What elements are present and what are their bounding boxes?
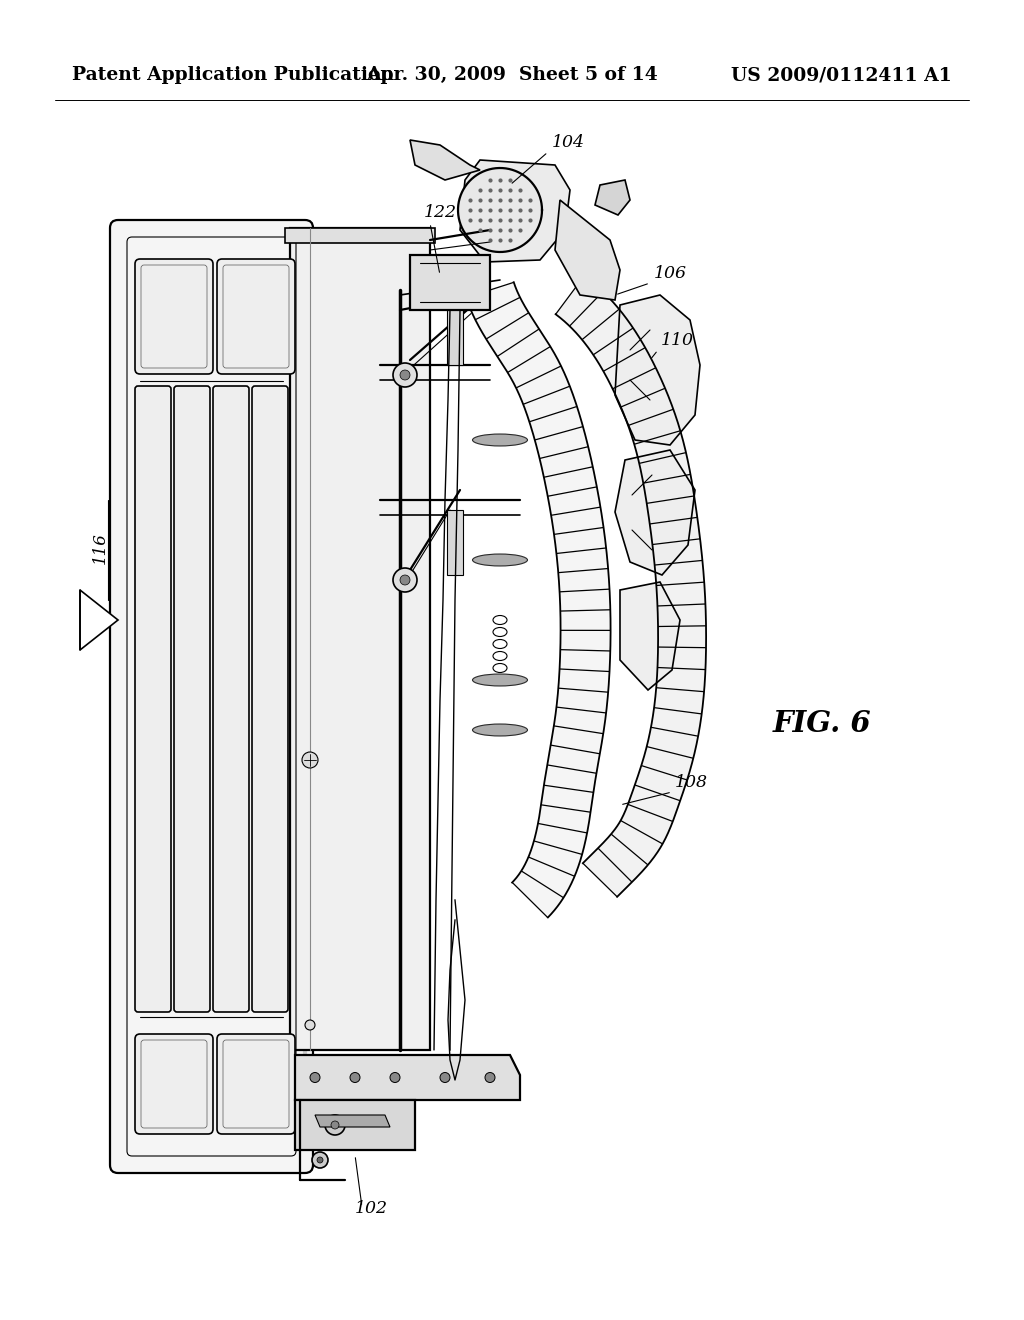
Text: 122: 122: [424, 205, 457, 220]
FancyBboxPatch shape: [135, 385, 171, 1012]
Polygon shape: [615, 450, 695, 576]
FancyBboxPatch shape: [110, 220, 313, 1173]
Ellipse shape: [472, 434, 527, 446]
Text: Patent Application Publication: Patent Application Publication: [72, 66, 394, 84]
Circle shape: [350, 1072, 360, 1082]
Circle shape: [302, 752, 318, 768]
Text: 106: 106: [654, 265, 687, 282]
Text: Apr. 30, 2009  Sheet 5 of 14: Apr. 30, 2009 Sheet 5 of 14: [367, 66, 657, 84]
FancyBboxPatch shape: [217, 1034, 295, 1134]
Ellipse shape: [472, 675, 527, 686]
Polygon shape: [285, 228, 435, 243]
Polygon shape: [410, 140, 480, 180]
Circle shape: [310, 1072, 319, 1082]
Circle shape: [440, 1072, 450, 1082]
Polygon shape: [315, 1115, 390, 1127]
Circle shape: [400, 576, 410, 585]
Circle shape: [331, 1121, 339, 1129]
Ellipse shape: [472, 554, 527, 566]
FancyBboxPatch shape: [174, 385, 210, 1012]
Polygon shape: [458, 168, 542, 252]
Circle shape: [325, 1115, 345, 1135]
Polygon shape: [290, 228, 430, 1049]
Circle shape: [485, 1072, 495, 1082]
FancyBboxPatch shape: [135, 259, 213, 374]
Polygon shape: [615, 294, 700, 445]
Circle shape: [312, 1152, 328, 1168]
Polygon shape: [620, 582, 680, 690]
FancyBboxPatch shape: [213, 385, 249, 1012]
Polygon shape: [447, 300, 463, 366]
FancyBboxPatch shape: [252, 385, 288, 1012]
FancyBboxPatch shape: [135, 1034, 213, 1134]
Polygon shape: [80, 590, 118, 649]
Circle shape: [317, 1158, 323, 1163]
Text: US 2009/0112411 A1: US 2009/0112411 A1: [731, 66, 952, 84]
Circle shape: [400, 370, 410, 380]
Polygon shape: [466, 282, 610, 917]
Circle shape: [393, 568, 417, 591]
Circle shape: [393, 363, 417, 387]
Ellipse shape: [472, 723, 527, 737]
Text: 116: 116: [91, 532, 109, 564]
Polygon shape: [410, 255, 490, 310]
Text: 110: 110: [662, 333, 694, 348]
Polygon shape: [460, 160, 570, 261]
Polygon shape: [295, 1100, 415, 1150]
FancyBboxPatch shape: [217, 259, 295, 374]
Text: 104: 104: [552, 135, 585, 150]
Text: 102: 102: [355, 1200, 388, 1217]
Polygon shape: [555, 201, 620, 300]
Text: 108: 108: [675, 774, 708, 791]
Circle shape: [390, 1072, 400, 1082]
Polygon shape: [447, 510, 463, 576]
Polygon shape: [295, 1055, 520, 1100]
Circle shape: [305, 1020, 315, 1030]
Polygon shape: [595, 180, 630, 215]
Text: FIG. 6: FIG. 6: [773, 709, 871, 738]
Polygon shape: [556, 276, 707, 896]
